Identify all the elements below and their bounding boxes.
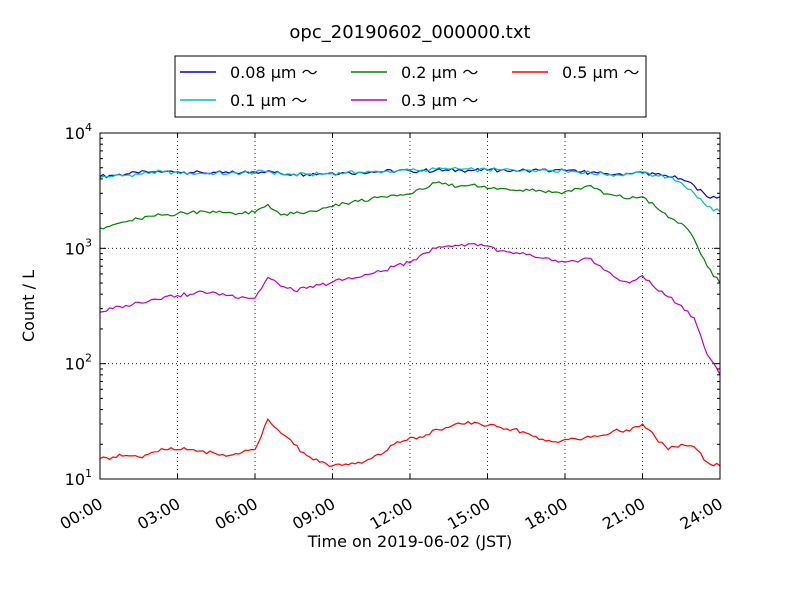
legend-label: 0.3 μm ～ <box>401 91 478 110</box>
legend-label: 0.08 μm ～ <box>230 63 318 82</box>
y-axis-label: Count / L <box>19 270 38 342</box>
y-tick-labels: 101 102 103 104 <box>65 121 92 489</box>
series-line <box>99 242 721 376</box>
legend-label: 0.5 μm ～ <box>562 63 639 82</box>
x-axis-label: Time on 2019-06-02 (JST) <box>307 532 512 551</box>
y-tick-label: 104 <box>65 121 92 143</box>
legend-label: 0.2 μm ～ <box>401 63 478 82</box>
grid-lines <box>100 133 720 479</box>
series-layer <box>99 166 721 468</box>
chart-title: opc_20190602_000000.txt <box>289 22 530 43</box>
axis-ticks <box>99 132 721 480</box>
series-line <box>99 418 721 468</box>
y-tick-label: 103 <box>65 236 92 258</box>
y-tick-label: 102 <box>65 352 92 374</box>
y-tick-label: 101 <box>65 467 92 489</box>
legend: 0.08 μm ～ 0.1 μm ～ 0.2 μm ～ 0.3 μm ～ 0.5 μm … <box>174 55 647 118</box>
series-line <box>99 181 721 284</box>
series-line <box>99 166 721 212</box>
legend-label: 0.1 μm ～ <box>230 91 307 110</box>
legend-box <box>174 55 647 118</box>
